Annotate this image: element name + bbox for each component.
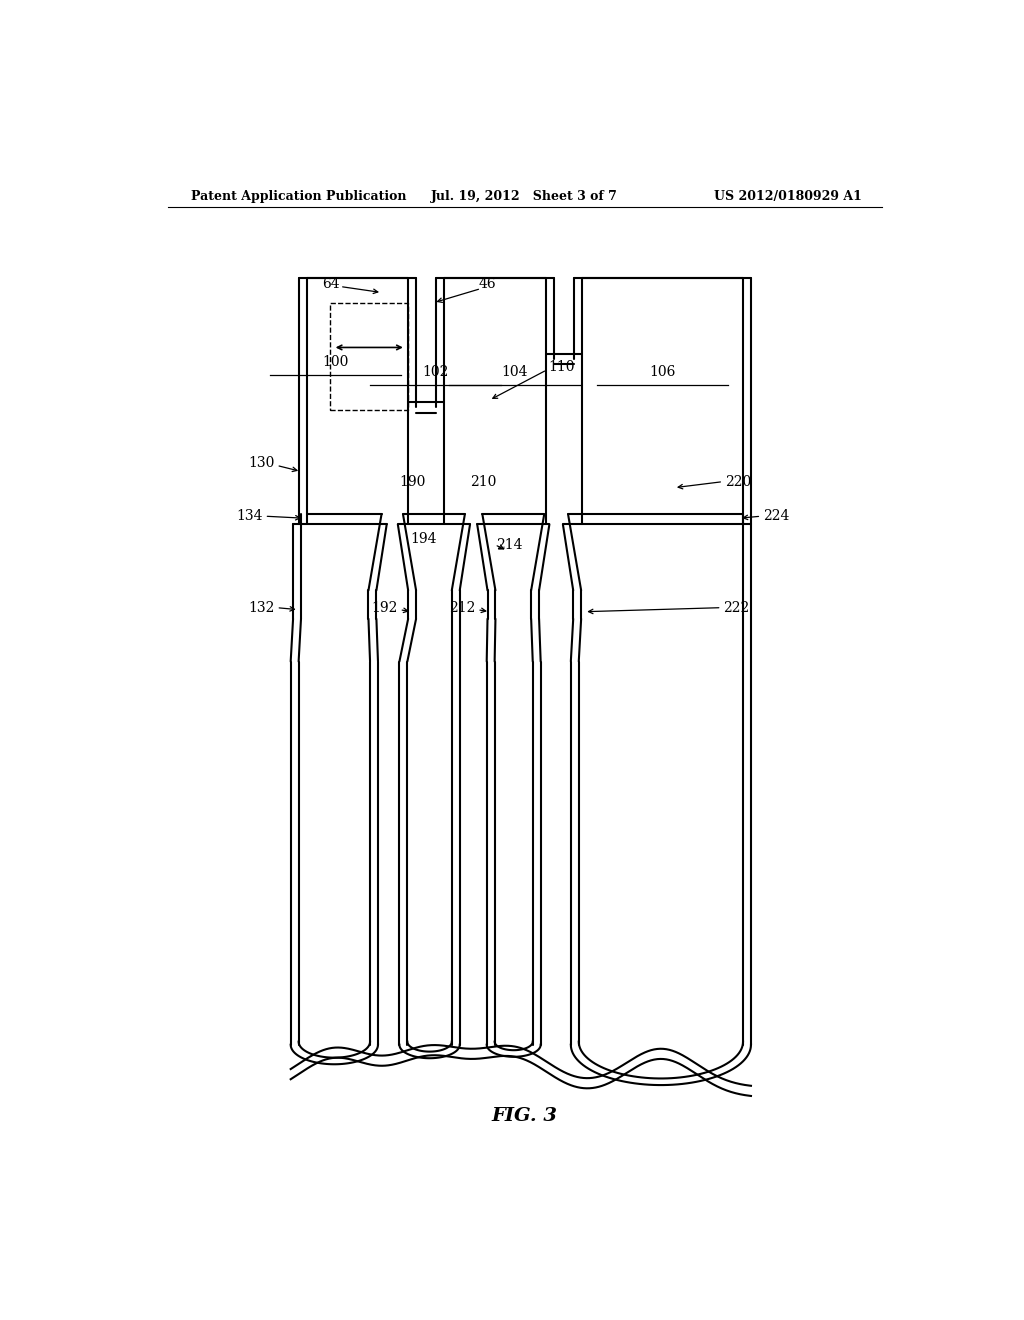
Text: 214: 214 [497, 537, 522, 552]
Text: FIG. 3: FIG. 3 [492, 1107, 558, 1125]
Text: 224: 224 [763, 510, 790, 523]
Text: 190: 190 [399, 475, 425, 488]
Text: Patent Application Publication: Patent Application Publication [191, 190, 407, 202]
Text: 210: 210 [470, 475, 497, 488]
Text: 106: 106 [649, 364, 676, 379]
Text: 212: 212 [450, 601, 475, 615]
Text: 132: 132 [249, 601, 274, 615]
Text: 46: 46 [479, 277, 497, 292]
Text: US 2012/0180929 A1: US 2012/0180929 A1 [714, 190, 862, 202]
Text: 194: 194 [410, 532, 436, 545]
Text: 134: 134 [237, 510, 263, 523]
Text: 110: 110 [549, 360, 575, 374]
Text: 222: 222 [723, 601, 750, 615]
Text: 64: 64 [323, 277, 340, 292]
Text: 100: 100 [323, 355, 349, 368]
Text: 102: 102 [422, 364, 449, 379]
Bar [331, 302, 409, 411]
Text: 220: 220 [725, 475, 751, 488]
Text: 192: 192 [372, 601, 397, 615]
Text: Jul. 19, 2012   Sheet 3 of 7: Jul. 19, 2012 Sheet 3 of 7 [431, 190, 618, 202]
Text: 130: 130 [249, 457, 274, 470]
Text: 104: 104 [501, 364, 527, 379]
